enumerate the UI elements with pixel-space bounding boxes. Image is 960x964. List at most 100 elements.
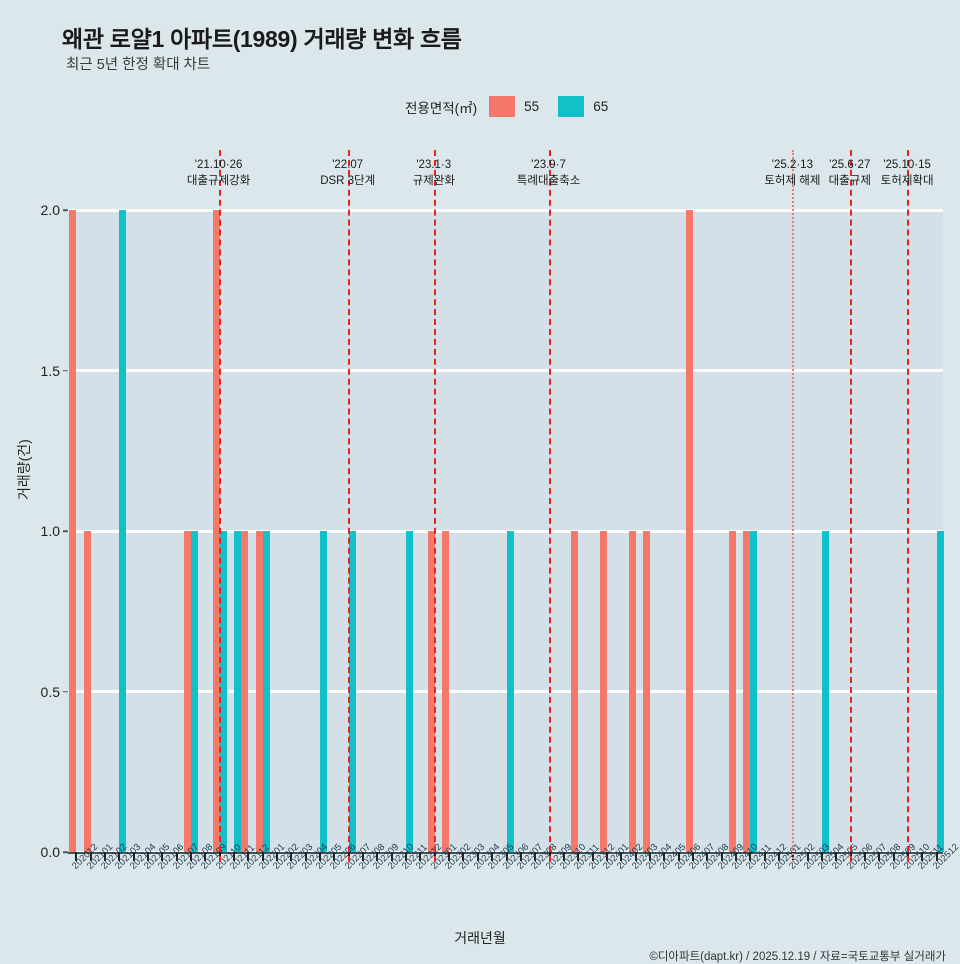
event-line-202502 xyxy=(792,150,795,862)
event-date: '25.6·27 xyxy=(829,159,871,171)
event-line-202207 xyxy=(347,150,350,862)
x-axis-tick-mark xyxy=(146,852,149,861)
x-axis-tick-mark xyxy=(75,852,78,861)
page-title: 왜관 로얄1 아파트(1989) 거래량 변화 흐름 xyxy=(62,26,462,52)
x-axis-tick-mark xyxy=(204,852,207,861)
x-axis-tick-mark xyxy=(821,852,824,861)
x-axis-tick-mark xyxy=(864,852,867,861)
event-date: '23.9·7 xyxy=(531,159,566,171)
x-axis-tick-mark xyxy=(175,852,178,861)
y-axis-tick-label: 1.0 xyxy=(40,523,60,539)
footer-credit: ©디아파트(dapt.kr) / 2025.12.19 / 자료=국토교통부 실… xyxy=(649,951,946,963)
bar-55-202108 xyxy=(183,531,191,852)
x-axis-tick-mark xyxy=(232,852,235,861)
legend-label-65: 65 xyxy=(593,99,609,114)
legend-label-55: 55 xyxy=(524,99,540,114)
event-label-202110: '21.10·26 대출규제강화 xyxy=(187,158,250,189)
bar-65-202110 xyxy=(219,531,227,852)
x-axis-tick-mark xyxy=(333,852,336,861)
event-label-202301: '23.1·3 규제완화 xyxy=(413,158,455,189)
bar-65-202108 xyxy=(190,531,198,852)
bar-65-202504 xyxy=(822,531,830,852)
x-axis-tick-mark xyxy=(448,852,451,861)
bar-55-202302 xyxy=(442,531,450,852)
event-label-202506: '25.6·27 대출규제 xyxy=(829,158,871,189)
bar-65-202111 xyxy=(233,531,241,852)
event-date: '25.10·15 xyxy=(883,159,931,171)
x-axis-tick-mark xyxy=(390,852,393,861)
x-axis-tick-mark xyxy=(261,852,264,861)
x-axis-tick-mark xyxy=(634,852,637,861)
x-axis-tick-mark xyxy=(735,852,737,861)
legend-swatch-55 xyxy=(489,96,516,117)
event-date: '21.10·26 xyxy=(194,159,243,171)
gridline xyxy=(68,369,943,372)
bar-55-202101 xyxy=(83,531,91,852)
bar-55-202410 xyxy=(729,531,736,852)
y-axis-tick-label: 0.5 xyxy=(40,683,60,700)
bar-65-202306 xyxy=(506,531,514,852)
event-line-202506 xyxy=(849,150,852,862)
bar-55-202201 xyxy=(255,531,263,852)
event-name: 토허제확대 xyxy=(880,175,934,187)
x-axis-tick-mark xyxy=(605,852,608,861)
event-name: 토허제 해제 xyxy=(764,175,821,187)
x-axis-tick-mark xyxy=(534,852,537,861)
plot-area: 0.0 0.5 1.0 1.5 2.0 xyxy=(41,202,944,860)
x-axis-tick-mark xyxy=(691,852,694,861)
y-axis-tick-mark xyxy=(63,209,68,211)
x-axis-tick-mark xyxy=(491,852,494,861)
x-axis-tick-mark xyxy=(247,852,250,861)
x-axis-tick-mark xyxy=(376,852,379,861)
y-axis-tick-mark xyxy=(63,369,68,372)
y-axis-tick-label: 0.0 xyxy=(40,844,60,860)
x-axis-tick-mark xyxy=(720,852,723,861)
event-line-202301 xyxy=(433,150,436,862)
y-axis-tick-mark xyxy=(63,690,68,693)
x-axis-tick-mark xyxy=(749,852,752,861)
bar-65-202205 xyxy=(320,531,328,852)
gridline xyxy=(68,690,943,693)
event-line-202309 xyxy=(548,150,551,862)
x-axis-tick-mark xyxy=(89,852,92,861)
x-axis-tick-mark xyxy=(304,852,307,861)
bar-55-202311 xyxy=(571,531,579,852)
x-axis-tick-mark xyxy=(319,852,322,861)
event-label-202510: '25.10·15 토허제확대 xyxy=(881,158,934,189)
bar-55-202012 xyxy=(69,210,77,852)
x-axis-tick-mark xyxy=(419,852,422,861)
x-axis-tick-mark xyxy=(505,852,508,861)
x-axis-tick-mark xyxy=(663,852,666,861)
x-axis-tick-mark xyxy=(362,852,365,861)
event-date: '25.2·13 xyxy=(771,159,813,171)
bar-55-202301 xyxy=(427,531,435,852)
x-axis-tick-mark xyxy=(405,852,408,861)
x-axis-tick-mark xyxy=(132,852,135,861)
y-axis-tick-label: 1.5 xyxy=(40,362,60,379)
x-axis-tick-mark xyxy=(562,852,565,861)
gridline xyxy=(68,529,943,533)
bar-55-202110 xyxy=(212,210,220,852)
bar-65-202211 xyxy=(406,531,414,852)
event-name: 규제완화 xyxy=(412,175,455,187)
bar-65-202201 xyxy=(262,531,270,852)
x-axis-tick-mark xyxy=(935,852,938,861)
bar-65-202512 xyxy=(936,531,944,852)
bar-55-202403 xyxy=(628,531,636,852)
x-axis-tick-mark xyxy=(118,852,121,861)
x-axis-tick-mark xyxy=(835,852,838,861)
x-axis-tick-mark xyxy=(103,852,106,861)
bar-55-202411 xyxy=(743,531,751,852)
x-axis-label: 거래년월 xyxy=(454,930,506,946)
x-axis-tick-mark xyxy=(161,852,164,861)
x-axis-tick-mark xyxy=(476,852,479,861)
gridline xyxy=(68,208,943,212)
event-label-202502: '25.2·13 토허제 해제 xyxy=(764,158,820,189)
x-axis-tick-mark xyxy=(677,852,680,861)
bar-65-202411 xyxy=(750,531,758,852)
event-name: 대출규제 xyxy=(828,175,871,187)
x-axis-tick-mark xyxy=(706,852,709,861)
event-line-202110 xyxy=(218,150,221,862)
bar-65-202207 xyxy=(348,531,356,852)
